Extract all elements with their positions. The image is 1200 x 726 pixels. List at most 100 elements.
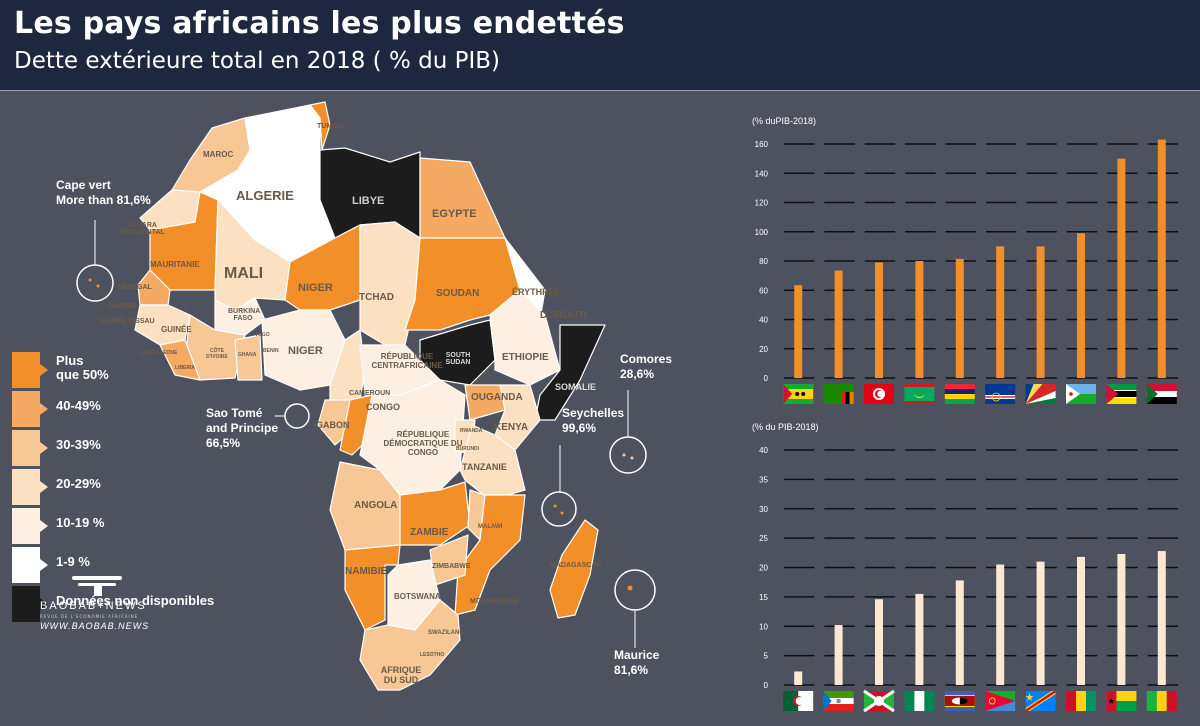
map-label-liberia: LIBERIA — [175, 365, 195, 371]
chart-high-debt-tick-label: 0 — [764, 374, 769, 383]
map-label-côte-d-ivoire: CÔTE D'IVOIRE — [206, 348, 228, 360]
chart-high-debt-bar — [1157, 139, 1166, 378]
map-label-djibouti: DJIBOUTI — [540, 310, 587, 321]
legend-item: 1-9 % — [12, 547, 252, 583]
chart-high-debt-tick-label: 120 — [755, 199, 769, 208]
map-label-gabon: GABON — [316, 420, 350, 430]
tunisia-flag-icon — [864, 384, 894, 404]
burundi-flag-icon — [863, 689, 895, 713]
eritrea-flag-icon — [985, 691, 1016, 711]
map-label-sahara-occidental: SAHARA OCCIDENTAL — [119, 222, 165, 236]
map-label-somalie: SOMALIE — [555, 382, 597, 392]
eswatini-flag-icon — [944, 691, 975, 711]
chart-high-debt-tick-label: 100 — [755, 228, 769, 237]
chart-high-debt-tick-label: 160 — [755, 140, 769, 149]
brand-tagline: REVUE DE L'ECONOMIE AFRICAINE — [40, 614, 139, 619]
baobab-tree-icon — [72, 576, 122, 596]
chart-low-debt-tick-label: 5 — [764, 652, 769, 661]
djibouti-flag-icon — [1066, 384, 1096, 404]
map-label-mauritanie: MAURITANIE — [150, 260, 200, 269]
chart-high-debt-bar — [875, 262, 883, 378]
map-label-tanzanie: TANZANIE — [462, 462, 507, 472]
mali-flag-icon — [1146, 691, 1177, 711]
chart-low-debt-tick-label: 30 — [759, 505, 768, 514]
chart-high-debt-bar — [834, 270, 843, 378]
legend-item: Données non disponibles — [12, 586, 252, 622]
africa-map: TUNISIE MAROC ALGERIE LIBYE EGYPTE SAHARA OCC… — [0, 92, 720, 726]
legend-swatch — [12, 586, 48, 622]
chart-low-debt: (% du PIB-2018) 0 5 10 15 20 25 30 35 40 — [752, 422, 1192, 720]
nigeria-flag-icon — [904, 691, 935, 711]
legend-swatch — [12, 547, 48, 583]
legend-label: 30-39% — [56, 437, 101, 452]
seychelles-flag-icon — [1025, 384, 1056, 404]
legend-item: Plus que 50% — [12, 352, 252, 388]
map-label-angola: ANGOLA — [354, 500, 398, 511]
map-mozambique — [454, 494, 526, 616]
brand-url: WWW.BAOBAB.NEWS — [40, 621, 150, 631]
chart-high-debt-tick-label: 140 — [755, 169, 769, 178]
chart-low-debt-plot: 0 5 10 15 20 25 30 35 40 — [759, 446, 1178, 713]
guinea-bissau-flag-icon — [1106, 691, 1137, 711]
map-label-rwanda: RWANDA — [460, 428, 483, 434]
map-south-africa — [359, 599, 461, 691]
map-label-ghana: GHANA — [238, 352, 257, 358]
seychelles-circle — [541, 491, 577, 527]
map-label-mozambique: MOZAMBIQUE — [470, 598, 519, 605]
map-label-swaziland: SWAZILAND — [428, 630, 464, 636]
legend-label: 40-49% — [56, 398, 101, 413]
callout-cape-verde: Cape vert More than 81,6% — [56, 178, 151, 207]
mauritius-flag-icon — [944, 384, 975, 404]
mauritania-flag-icon — [904, 384, 935, 404]
legend-item: 10-19 % — [12, 508, 252, 544]
sao-tome-flag-icon — [783, 384, 814, 404]
chart-low-debt-bar — [915, 593, 924, 685]
map-label-kenya: KENYA — [494, 422, 529, 433]
map-label-mali: MALI — [224, 265, 264, 282]
brand-name: BAOBAB+NEWS — [40, 600, 147, 612]
chart-high-debt-bar — [1117, 158, 1126, 378]
chart-low-debt-tick-label: 40 — [759, 446, 768, 455]
legend-label: 10-19 % — [56, 515, 105, 530]
legend-swatch — [12, 391, 48, 427]
chart-low-debt-bar — [1036, 561, 1045, 685]
legend-swatch — [12, 469, 48, 505]
map-label-cameroun: CAMEROUN — [349, 390, 391, 397]
callout-maurice: Maurice 81,6% — [614, 648, 660, 677]
maurice-circle — [614, 569, 656, 611]
map-label-malawi: MALAWI — [478, 524, 503, 530]
map-label-lesotho: LESOTHO — [420, 652, 445, 658]
map-label-guinée-bissau: GUINÉE BISSAU — [99, 318, 155, 325]
chart-high-debt-plot: 0 20 40 60 80 100 120 140 160 — [755, 139, 1178, 404]
chart-high-debt-ylabel: (% duPIB-2018) — [752, 116, 817, 126]
comores-circle — [609, 436, 647, 474]
chart-low-debt-tick-label: 25 — [759, 534, 768, 543]
map-label-congo: CONGO — [366, 402, 401, 412]
zambia-flag-icon — [823, 384, 854, 404]
chart-high-debt-bar — [1077, 233, 1085, 378]
chart-low-debt-bar — [996, 564, 1005, 685]
chart-low-debt-bar — [1157, 551, 1166, 685]
chart-low-debt-tick-label: 0 — [764, 681, 769, 690]
algeria-flag-icon — [783, 691, 814, 711]
chart-low-debt-bar — [1077, 556, 1085, 685]
chart-low-debt-tick-label: 10 — [759, 622, 768, 631]
chart-low-debt-tick-label: 20 — [759, 564, 768, 573]
equatorial-guinea-flag-icon — [823, 691, 854, 711]
map-label-gambie: GAMBIE — [108, 303, 136, 310]
header-banner: Les pays africains les plus endettés Det… — [0, 0, 1200, 91]
chart-low-debt-tick-label: 15 — [759, 593, 768, 602]
chart-high-debt-bar — [1036, 246, 1045, 378]
chart-low-debt-tick-label: 35 — [759, 475, 768, 484]
map-label-madagascar: MADAGASCAR — [550, 562, 602, 569]
legend-swatch — [12, 508, 48, 544]
map-label-érythrée: ÉRYTHRÉE — [512, 287, 561, 297]
map-label-afrique-du-sud: AFRIQUE DU SUD — [380, 665, 422, 685]
map-label-burkina-faso: BURKINA FASO — [228, 308, 261, 322]
chart-high-debt-bar — [996, 246, 1005, 378]
sao-tome-circle — [284, 403, 310, 429]
legend-swatch — [12, 430, 48, 466]
legend-label: Données non disponibles — [56, 593, 215, 608]
callout-seychelles: Seychelles 99,6% — [562, 406, 625, 435]
page-subtitle: Dette extérieure total en 2018 ( % du PI… — [14, 48, 500, 74]
